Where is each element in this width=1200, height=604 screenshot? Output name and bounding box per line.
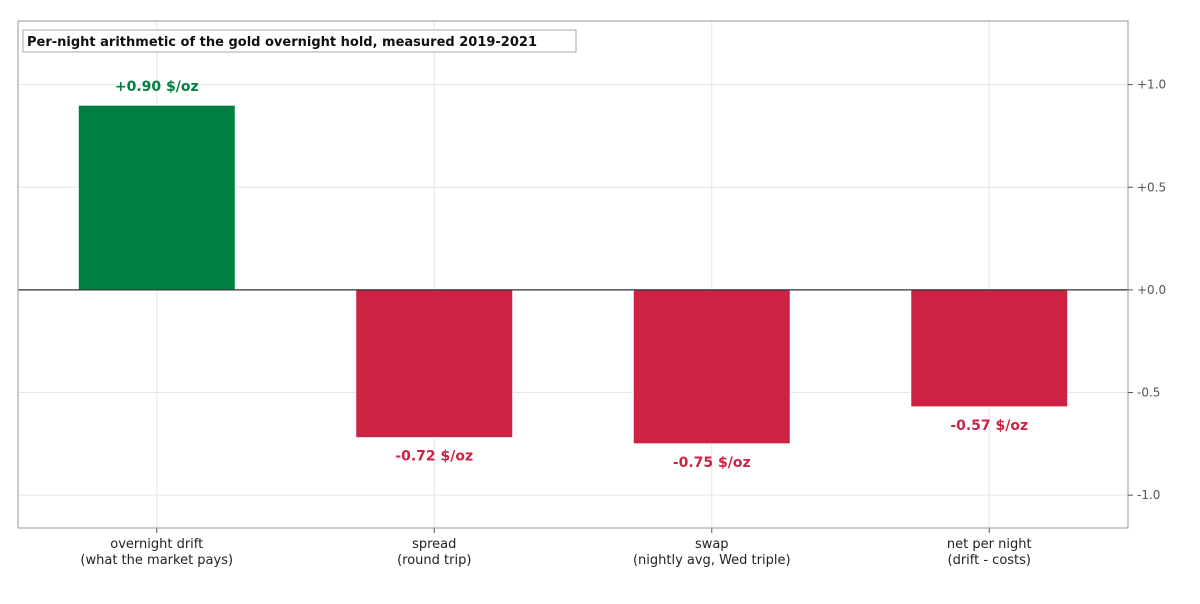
x-tick-label-0: overnight drift (what the market pays) (80, 537, 233, 568)
bar-layer (77, 104, 1069, 445)
x-tick-label-2: swap (nightly avg, Wed triple) (633, 537, 791, 568)
bar-3 (910, 289, 1069, 408)
bar-1 (355, 289, 514, 439)
bar-2 (632, 289, 791, 445)
x-tick-label-3: net per night (drift - costs) (947, 537, 1032, 568)
x-tick-label-1: spread (round trip) (397, 537, 471, 568)
data-label-3: -0.57 $/oz (950, 418, 1028, 434)
data-label-2: -0.75 $/oz (673, 455, 751, 471)
y-tick-label-1: +0.5 (1137, 180, 1166, 194)
chart-title-box (22, 29, 577, 53)
label-layer: +0.90 $/oz -0.72 $/oz -0.75 $/oz -0.57 $/oz (115, 79, 1028, 471)
y-tick-label-2: +0.0 (1137, 283, 1166, 297)
axis-layer: overnight drift (what the market pays) spr… (17, 20, 1166, 568)
y-tick-label-0: +1.0 (1137, 78, 1166, 92)
data-label-0: +0.90 $/oz (115, 79, 199, 95)
title-layer: Per-night arithmetic of the gold overnig… (22, 29, 577, 53)
y-tick-label-3: -0.5 (1137, 386, 1160, 400)
data-label-1: -0.72 $/oz (395, 449, 473, 465)
plot-frame (17, 20, 1129, 529)
chart-title: Per-night arithmetic of the gold overnig… (27, 35, 537, 50)
y-tick-label-4: -1.0 (1137, 488, 1160, 502)
bar-0 (77, 104, 236, 291)
